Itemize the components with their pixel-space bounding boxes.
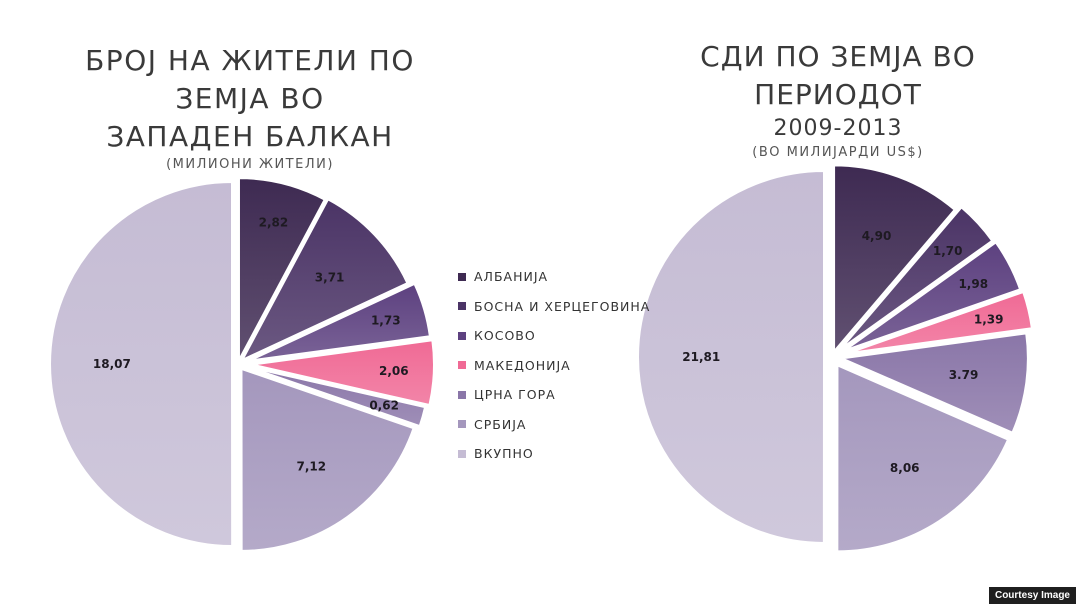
left-chart-title-block: БРОЈ НА ЖИТЕЛИ ПО ЗЕМЈА ВО ЗАПАДЕН БАЛКА…	[40, 42, 460, 174]
legend-item: МАКЕДОНИЈА	[458, 351, 650, 381]
pie-slice	[247, 365, 427, 428]
right-chart-subtitle: (ВО МИЛИЈАРДИ US$)	[752, 145, 924, 160]
legend-label: ЦРНА ГОРА	[474, 387, 556, 403]
slice-value-label: 4,90	[862, 229, 892, 243]
pie-slice	[838, 332, 1029, 434]
legend-label: ВКУПНО	[474, 446, 534, 462]
legend-swatch	[458, 390, 466, 399]
pie-slice	[240, 367, 415, 552]
slice-value-label: 8,06	[890, 461, 920, 475]
pie-slice	[833, 164, 957, 355]
left-chart-title-line1: БРОЈ НА ЖИТЕЛИ ПО ЗЕМЈА ВО	[85, 44, 415, 115]
pie-slice	[840, 205, 994, 350]
left-chart-subtitle: (МИЛИОНИ ЖИТЕЛИ)	[166, 157, 334, 172]
pie-slice	[249, 282, 432, 362]
legend-item: ВКУПНО	[458, 439, 650, 469]
legend-swatch	[458, 361, 466, 370]
legend-item: БОСНА И ХЕРЦЕГОВИНА	[458, 292, 650, 322]
legend-item: ЦРНА ГОРА	[458, 380, 650, 410]
slice-value-label: 2,82	[259, 215, 289, 229]
legend-label: БОСНА И ХЕРЦЕГОВИНА	[474, 298, 651, 314]
pie-slice	[49, 181, 234, 548]
slice-value-label: 1,73	[371, 314, 401, 328]
legend-item: СРБИЈА	[458, 410, 650, 440]
pie-slice	[847, 290, 1033, 355]
legend-swatch	[458, 449, 466, 458]
legend-item: АЛБАНИЈА	[458, 262, 650, 292]
legend-label: СРБИЈА	[474, 416, 527, 432]
legend-swatch	[458, 420, 466, 429]
pie-slice	[843, 241, 1022, 352]
pie-slice	[237, 177, 327, 361]
right-chart-title-line2: 2009-2013	[773, 116, 903, 141]
legend: АЛБАНИЈА БОСНА И ХЕРЦЕГОВИНА КОСОВО МАКЕДОН…	[458, 262, 650, 469]
legend-label: КОСОВО	[474, 328, 536, 344]
slice-value-label: 7,12	[296, 460, 326, 474]
slice-value-label: 21,81	[682, 350, 720, 364]
pie-slice	[636, 169, 825, 544]
slice-value-label: 1,98	[958, 277, 988, 291]
slice-value-label: 1,39	[974, 312, 1004, 326]
slice-value-label: 18,07	[93, 357, 131, 371]
slice-value-label: 0,62	[369, 399, 399, 413]
right-chart-title-block: СДИ ПО ЗЕМЈА ВО ПЕРИОДОТ 2009-2013 (ВО М…	[628, 38, 1048, 162]
pie-slice	[240, 197, 409, 363]
right-chart-title-line1: СДИ ПО ЗЕМЈА ВО ПЕРИОДОТ	[700, 40, 976, 111]
slice-value-label: 1,70	[933, 244, 963, 258]
slice-value-label: 3,71	[315, 270, 345, 284]
left-chart-title-line2: ЗАПАДЕН БАЛКАН	[106, 120, 394, 153]
legend-label: АЛБАНИЈА	[474, 269, 549, 285]
courtesy-credit: Courtesy Image	[988, 587, 1076, 604]
legend-label: МАКЕДОНИЈА	[474, 357, 571, 373]
slice-value-label: 3.79	[949, 368, 979, 382]
legend-swatch	[458, 302, 466, 311]
legend-swatch	[458, 331, 466, 340]
legend-item: КОСОВО	[458, 321, 650, 351]
slice-value-label: 2,06	[379, 364, 409, 378]
pie-slice	[251, 339, 435, 407]
legend-swatch	[458, 272, 466, 281]
pie-slice	[836, 363, 1010, 553]
